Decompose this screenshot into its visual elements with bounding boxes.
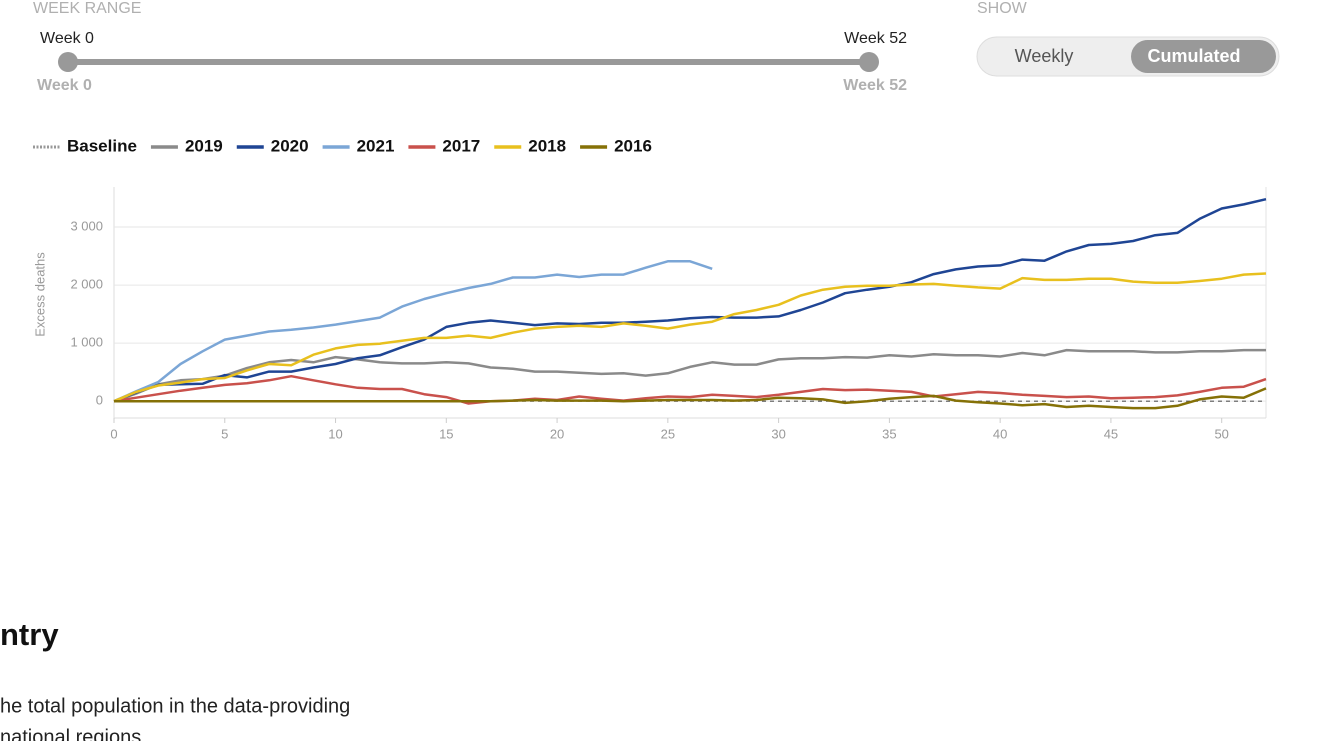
x-tick-label: 5	[221, 426, 228, 441]
section-heading: ntry	[0, 617, 59, 652]
range-end-value: Week 52	[843, 77, 907, 94]
series-line	[113, 260, 713, 403]
legend-label: 2018	[528, 136, 566, 155]
plot: 0 1 000 2 000 3 000 0 5 10 15 20 25 30 35 40 45 50 Exce…	[32, 187, 1267, 441]
week-range-title: WEEK RANGE	[33, 0, 141, 17]
x-tick-label: 15	[439, 426, 453, 441]
x-tick-label: 45	[1104, 426, 1118, 441]
x-tick-label: 30	[771, 426, 785, 441]
legend-label: Baseline	[67, 136, 137, 155]
x-tick-label: 0	[110, 426, 117, 441]
x-tick-label: 40	[993, 426, 1007, 441]
range-start-value: Week 0	[37, 77, 92, 94]
toggle-active[interactable]	[1131, 40, 1276, 73]
toggle-weekly[interactable]: Weekly	[1015, 46, 1074, 66]
show-title: SHOW	[977, 0, 1028, 17]
x-tick-label: 10	[328, 426, 342, 441]
legend-label: 2016	[614, 136, 652, 155]
series-line	[114, 387, 1267, 410]
series-line	[113, 272, 1267, 403]
series-line	[113, 348, 1266, 403]
section-text: he total population in the data-providin…	[0, 695, 350, 717]
toggle-cumulated[interactable]: Cumulated	[1147, 46, 1240, 66]
legend-label: 2021	[357, 136, 395, 155]
x-tick-label: 25	[661, 426, 675, 441]
x-tick-label: 20	[550, 426, 564, 441]
series-line	[113, 374, 1267, 405]
x-tick-label: 35	[882, 426, 896, 441]
y-tick-label: 3 000	[70, 218, 103, 233]
x-tick-label: 50	[1214, 426, 1228, 441]
range-end-label: Week 52	[844, 30, 907, 47]
slider-handle-start[interactable]	[58, 52, 78, 72]
legend-label: 2019	[185, 136, 223, 155]
y-axis-label: Excess deaths	[32, 252, 47, 337]
y-tick-label: 1 000	[70, 335, 103, 350]
section-text: national regions	[0, 726, 141, 741]
legend: Baseline 2019 2020 2021 2017 2018 2016	[33, 136, 652, 155]
y-tick-label: 0	[96, 393, 103, 408]
legend-label: 2017	[442, 136, 480, 155]
range-start-label: Week 0	[40, 30, 94, 47]
y-tick-label: 2 000	[70, 277, 103, 292]
slider-handle-end[interactable]	[859, 52, 879, 72]
series-line	[113, 197, 1267, 403]
legend-label: 2020	[271, 136, 309, 155]
